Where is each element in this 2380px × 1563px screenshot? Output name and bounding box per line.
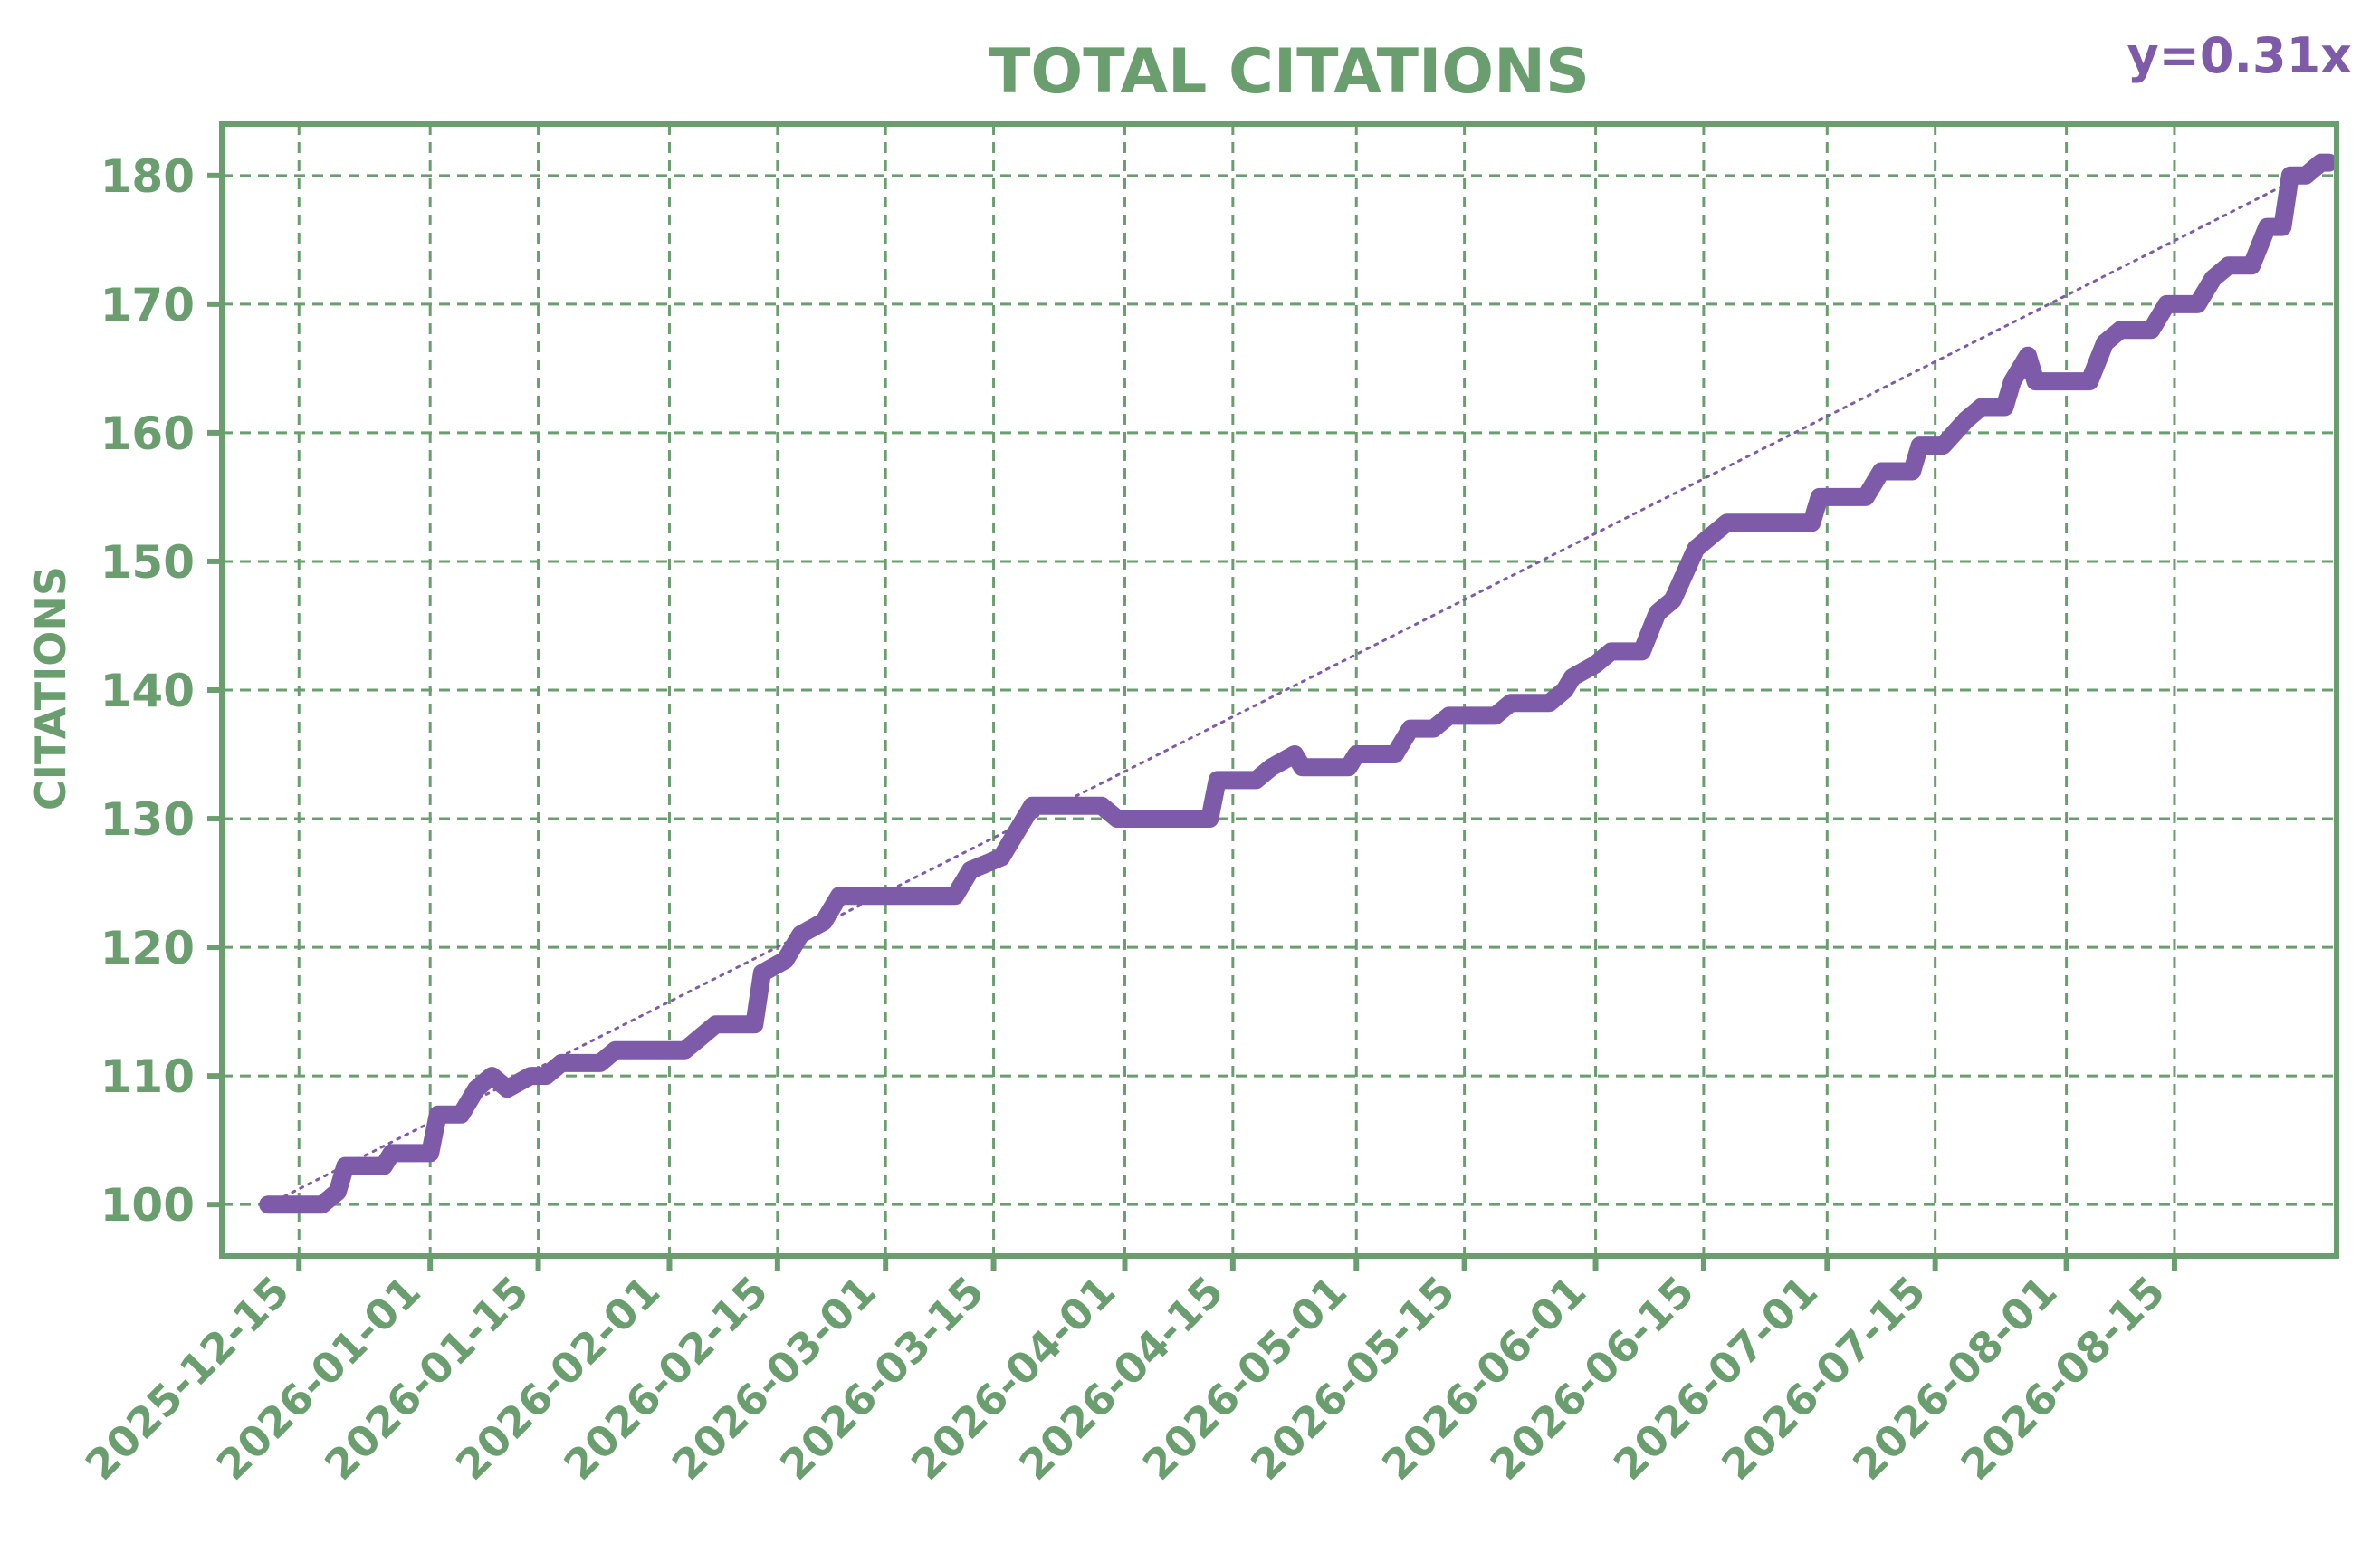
y-tick-label: 180	[100, 150, 195, 203]
trendline	[266, 161, 2330, 1206]
y-tick-label: 170	[100, 279, 195, 331]
chart-title: TOTAL CITATIONS	[989, 36, 1590, 108]
y-tick-label: 140	[100, 665, 195, 717]
series-group	[259, 153, 2338, 1214]
y-tick-label: 100	[100, 1179, 195, 1232]
y-tick-label: 120	[100, 922, 195, 974]
trendline-group	[266, 161, 2330, 1206]
y-tick-label: 160	[100, 408, 195, 460]
y-axis: 100 110 120 130 140 150 160 170 180	[100, 150, 222, 1232]
trend-annotation: y=0.31x	[2127, 27, 2352, 84]
y-tick-label: 110	[100, 1050, 195, 1103]
grid	[222, 124, 2337, 1256]
x-axis: 2025-12-152026-01-012026-01-152026-02-01…	[76, 1256, 2177, 1490]
series-line	[259, 153, 2338, 1214]
y-tick-label: 130	[100, 793, 195, 846]
y-tick-label: 150	[100, 536, 195, 589]
y-axis-label: CITATIONS	[26, 566, 75, 810]
